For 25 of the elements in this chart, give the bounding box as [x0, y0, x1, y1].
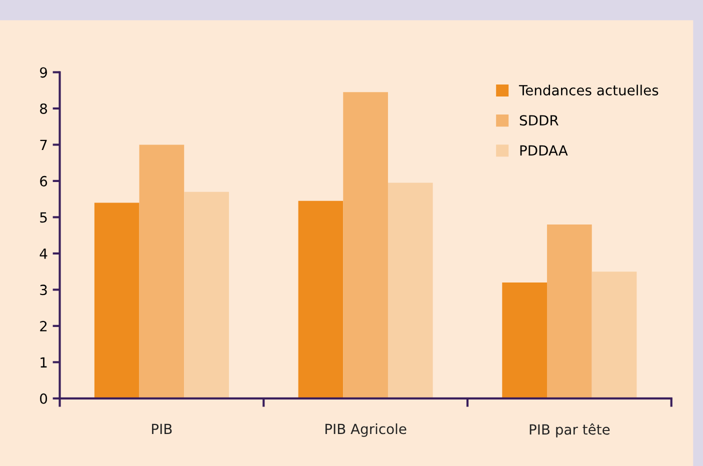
bar — [388, 182, 433, 398]
y-tick-label: 4 — [40, 248, 48, 259]
legend-label: Tendances actuelles — [518, 84, 658, 96]
bar — [343, 92, 388, 398]
y-tick-label: 0 — [40, 393, 48, 404]
y-tick-label: 7 — [40, 140, 47, 150]
x-tick-label: PIB — [152, 424, 172, 434]
y-tick-label: 3 — [40, 284, 47, 296]
bar — [547, 224, 592, 398]
x-tick-label: PIB Agricole — [326, 423, 406, 437]
bar — [502, 282, 548, 398]
bar — [592, 272, 637, 398]
bar — [184, 192, 229, 398]
legend-label: SDDR — [520, 115, 558, 126]
bar — [139, 144, 184, 398]
legend-label: PDDAA — [520, 145, 568, 156]
y-tick-label: 2 — [40, 320, 47, 332]
y-tick-label: 1 — [40, 357, 47, 368]
x-tick-label: PIB par tête — [530, 423, 610, 438]
y-tick-label: 8 — [40, 103, 47, 114]
y-tick-label: 6 — [40, 176, 48, 186]
bar — [94, 202, 140, 398]
bar — [298, 200, 344, 398]
y-tick-label: 5 — [40, 212, 47, 223]
y-tick-label: 9 — [40, 67, 47, 78]
